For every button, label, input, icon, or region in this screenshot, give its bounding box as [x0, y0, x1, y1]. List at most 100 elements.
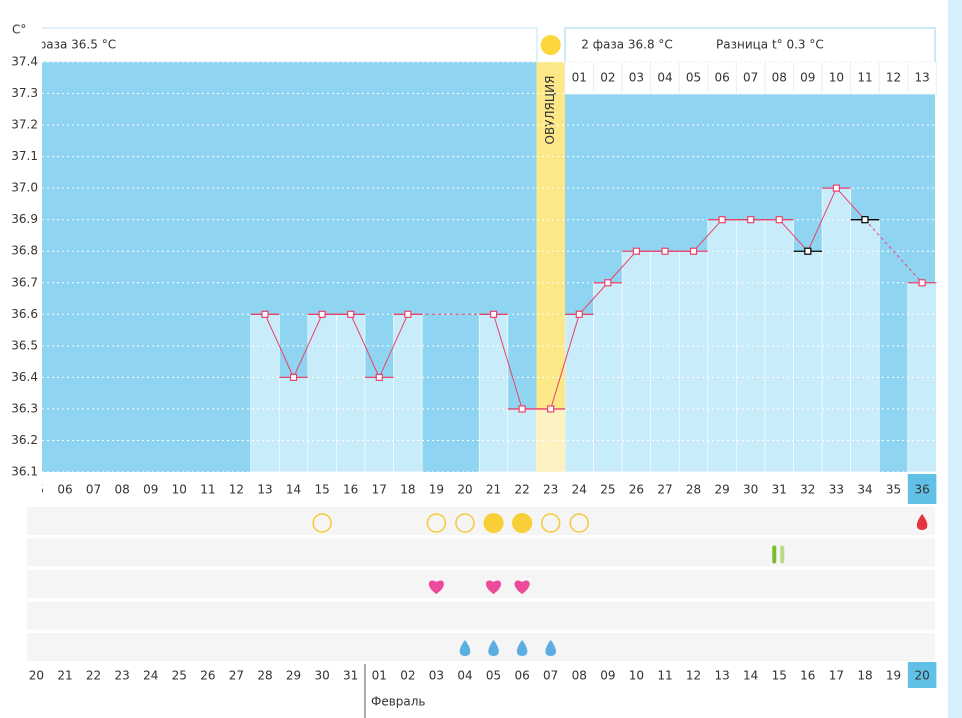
y-tick-label: 36.9 [11, 212, 38, 226]
x-tick-label: 36 [914, 483, 929, 497]
marker [404, 310, 412, 318]
phase1-label: фаза 36.5 °C [36, 38, 116, 52]
marker [804, 247, 812, 255]
date-label: 22 [86, 669, 101, 683]
bar [250, 314, 280, 473]
x-tick-label: 15 [314, 483, 329, 497]
drop-icon [916, 514, 928, 530]
date-label: 25 [172, 669, 187, 683]
marker [632, 247, 641, 255]
phase2-day: 12 [886, 71, 901, 85]
test-icon [780, 545, 785, 564]
bar [478, 314, 509, 473]
drop-icon [545, 640, 556, 656]
marker [661, 247, 669, 255]
icon-row [27, 538, 935, 567]
date-label: 26 [200, 669, 215, 683]
x-tick-label: 09 [143, 483, 158, 497]
day-cell [650, 61, 680, 95]
bar [278, 377, 309, 473]
bar [764, 219, 794, 473]
date-label: 19 [886, 669, 901, 683]
date-label: 03 [429, 669, 444, 683]
marker [347, 310, 355, 318]
date-label: 21 [57, 669, 72, 683]
date-label: 12 [686, 669, 701, 683]
x-tick-label: 34 [857, 483, 872, 497]
marker [375, 373, 383, 381]
phase2-day: 07 [743, 71, 758, 85]
date-label: 20 [29, 669, 44, 683]
marker [918, 279, 926, 287]
icon-row [27, 633, 935, 661]
date-label: 16 [800, 669, 815, 683]
date-label: 23 [114, 669, 129, 683]
marker [489, 310, 498, 318]
icon-row [27, 507, 935, 535]
drop-icon [516, 640, 528, 656]
day-cell [735, 61, 766, 95]
y-tick-label: 36.7 [11, 275, 38, 289]
marker [289, 373, 298, 381]
phase2-day: 04 [657, 71, 672, 85]
date-label: 20 [914, 669, 929, 683]
x-tick-label: 23 [543, 483, 558, 497]
plot-group: фаза 36.5 °C 2 фаза 36.8 °C Разница t° 0.3… [19, 27, 937, 718]
y-tick-label: 37.1 [11, 149, 38, 163]
header-box [564, 27, 936, 63]
y-tick-label: 37.0 [11, 181, 38, 195]
date-label: 14 [743, 669, 758, 683]
x-tick-label: 06 [57, 483, 72, 497]
bar [650, 250, 680, 473]
current-date [907, 662, 937, 688]
mucus-icon [540, 513, 561, 533]
y-tick-label: 37.4 [11, 55, 38, 69]
date-label: 29 [286, 669, 301, 683]
x-tick-label: 16 [343, 483, 358, 497]
marker [775, 216, 783, 224]
marker [318, 310, 326, 318]
phase2-day: 08 [772, 71, 787, 85]
phase2-day: 11 [857, 71, 872, 85]
bar [307, 314, 337, 473]
date-label: 17 [829, 669, 844, 683]
bar [393, 314, 423, 473]
current-day [907, 474, 937, 504]
date-label: 09 [600, 669, 615, 683]
y-tick-label: 36.5 [11, 338, 38, 352]
x-tick-label: 22 [514, 483, 529, 497]
date-label: 27 [229, 669, 244, 683]
x-tick-label: 32 [800, 483, 815, 497]
date-label: 31 [343, 669, 358, 683]
bar [736, 219, 766, 473]
y-tick-label: 37.3 [11, 86, 38, 100]
x-tick-label: 29 [714, 483, 729, 497]
marker [832, 184, 840, 192]
bar [336, 314, 366, 473]
icon-row [27, 601, 935, 630]
x-tick-label: 19 [429, 483, 444, 497]
x-tick-label: 07 [86, 483, 101, 497]
heart-icon [428, 580, 444, 594]
x-tick-label: 33 [829, 483, 844, 497]
x-tick-label: 12 [229, 483, 244, 497]
bar [364, 377, 394, 473]
icon-row [27, 570, 935, 598]
axis-group: 36.1 36.2 36.3 36.4 36.5 36.6 36.7 36.8 36.9 37.0… [11, 55, 38, 479]
mucus-icon [312, 513, 332, 533]
day-cell [821, 61, 852, 95]
phase2-day: 10 [829, 71, 844, 85]
marker [689, 247, 698, 255]
x-tick-label: 21 [486, 483, 501, 497]
y-tick-label: 36.4 [11, 370, 38, 384]
y-tick-label: 36.3 [11, 401, 38, 415]
bar [621, 250, 651, 473]
mucus-icon [569, 513, 590, 533]
day-cell [850, 61, 880, 95]
date-label: 10 [629, 669, 644, 683]
heart-icon [514, 580, 530, 594]
date-label: 04 [457, 669, 472, 683]
x-tick-label: 35 [886, 483, 901, 497]
